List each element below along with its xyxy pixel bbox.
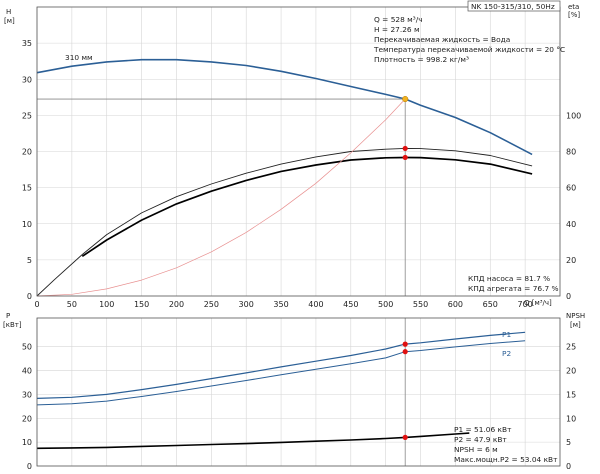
tick-labels: 0 50 100 150 200 250 300 350 400 450 500 550 600 650 7… [22, 39, 581, 471]
bottom-info-line: NPSH = 6 м [454, 445, 498, 454]
x-tick-label: 300 [239, 300, 254, 309]
legend-p2: P2 [502, 349, 511, 358]
bottom-ylabel-unit: [кВт] [3, 321, 22, 329]
top-series-line [36, 58, 533, 156]
bottom-y-tick-label: 30 [22, 390, 32, 399]
bottom-y2-tick-label: 5 [566, 438, 571, 447]
top-y2label-unit: [%] [568, 11, 580, 19]
y2-tick-label: 0 [566, 292, 571, 301]
info-line: H = 27.26 м [374, 25, 420, 34]
top-ylabel-unit: [м] [4, 17, 15, 25]
bottom-info-line: P1 = 51.06 кВт [454, 425, 512, 434]
bottom-y-tick-label: 10 [22, 438, 32, 447]
y-tick-label: 30 [22, 75, 32, 84]
x-tick-label: 200 [169, 300, 184, 309]
bottom-y-tick-label: 20 [22, 414, 32, 423]
operating-point-marker [402, 95, 409, 103]
x-tick-label: 100 [99, 300, 114, 309]
bottom-y2-tick-label: 10 [566, 414, 576, 423]
bottom-y2-tick-label: 25 [566, 343, 576, 352]
bottom-y-tick-label: 0 [27, 462, 32, 471]
bottom-y-tick-label: 50 [22, 343, 32, 352]
top-ylabel: H [6, 8, 11, 16]
x-tick-label: 400 [308, 300, 323, 309]
y2-tick-label: 60 [566, 184, 576, 193]
title-box [467, 0, 561, 12]
eff-line: КПД агрегата = 76.7 % [468, 284, 559, 293]
x-tick-label: 550 [413, 300, 428, 309]
legend-p1: P1 [502, 330, 511, 339]
y-tick-label: 25 [22, 111, 32, 120]
x-tick-label: 600 [448, 300, 463, 309]
x-tick-label: 350 [273, 300, 288, 309]
y2-tick-label: 100 [566, 111, 581, 120]
top-xlabel: Q [м³/ч] [524, 299, 552, 307]
y-tick-label: 20 [22, 148, 32, 157]
y-tick-label: 0 [27, 292, 32, 301]
power-point-marker [402, 341, 408, 347]
curve-annotation: 310 мм [65, 53, 93, 62]
bottom-info-line: P2 = 47.9 кВт [454, 435, 507, 444]
x-tick-label: 700 [517, 300, 532, 309]
bottom-chart-frame [36, 317, 561, 467]
bottom-y2-tick-label: 15 [566, 390, 576, 399]
x-tick-label: 0 [34, 300, 39, 309]
x-tick-label: 450 [343, 300, 358, 309]
x-tick-label: 500 [378, 300, 393, 309]
point-markers [37, 95, 409, 466]
power-point-marker [402, 349, 408, 355]
info-line: Плотность = 998.2 кг/м³ [374, 55, 469, 64]
bottom-y2-tick-label: 20 [566, 367, 576, 376]
curves [36, 58, 533, 450]
top-series-line [36, 147, 533, 297]
top-chart-frame [36, 6, 561, 297]
bottom-y2label-unit: [м] [570, 321, 581, 329]
bottom-y-tick-label: 40 [22, 367, 32, 376]
x-tick-label: 250 [204, 300, 219, 309]
bottom-info-line: Макс.мощн.P2 = 53.04 кВт [454, 455, 558, 464]
info-line: Температура перекачиваемой жидкости = 20… [373, 45, 565, 54]
y2-tick-label: 40 [566, 220, 576, 229]
y-tick-label: 5 [27, 256, 32, 265]
bottom-ylabel: P [6, 312, 10, 320]
efficiency-point-marker [402, 154, 408, 161]
bottom-series-line [36, 331, 526, 399]
info-line: Перекачиваемая жидкость = Вода [374, 35, 510, 44]
power-point-marker [402, 434, 408, 440]
y-tick-label: 35 [22, 39, 32, 48]
y-tick-label: 10 [22, 220, 32, 229]
bottom-y2-tick-label: 0 [566, 462, 571, 471]
chart-title: NK 150-315/310, 50Hz [471, 2, 555, 11]
x-tick-label: 150 [134, 300, 149, 309]
top-series-line [81, 156, 533, 258]
x-tick-label: 650 [483, 300, 498, 309]
y-tick-label: 15 [22, 184, 32, 193]
info-line: Q = 528 м³/ч [374, 15, 423, 24]
bottom-y2label: NPSH [566, 312, 585, 320]
top-chart-grid [36, 7, 560, 297]
eff-line: КПД насоса = 81.7 % [468, 274, 550, 283]
efficiency-point-marker [402, 145, 408, 152]
top-series-line [36, 98, 406, 297]
top-y2label: eta [568, 3, 579, 11]
bottom-series-line [36, 432, 470, 450]
x-tick-label: 50 [67, 300, 77, 309]
y2-tick-label: 20 [566, 256, 576, 265]
y2-tick-label: 80 [566, 148, 576, 157]
bottom-series-line [36, 340, 526, 406]
